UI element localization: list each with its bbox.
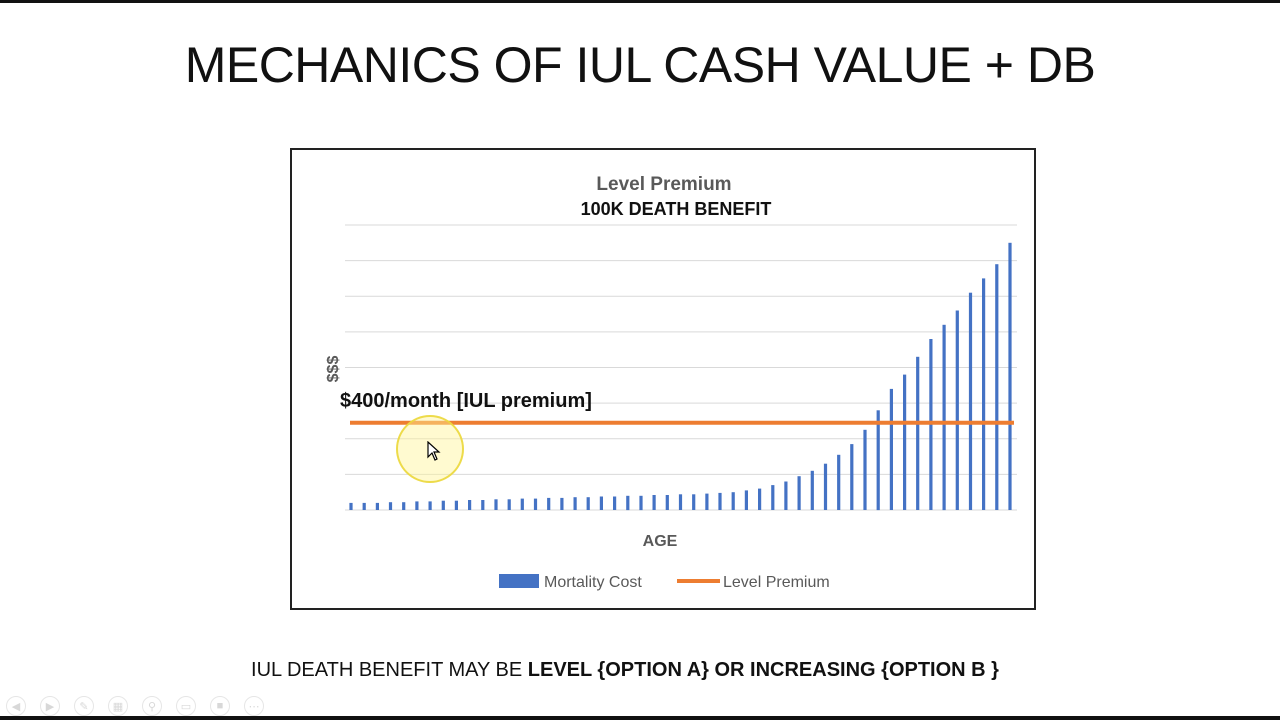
mortality-cost-bar xyxy=(968,292,973,510)
mortality-cost-bar xyxy=(494,499,498,510)
footer-caption-bold: LEVEL {OPTION A} OR INCREASING {OPTION B… xyxy=(527,659,999,681)
mortality-cost-bar xyxy=(758,488,762,510)
mortality-chart: Level Premium 100K DEATH BENEFIT $$$ $40… xyxy=(325,174,1017,591)
mortality-cost-bar xyxy=(705,493,709,510)
slides-grid-icon[interactable]: ▦ xyxy=(108,696,128,716)
previous-slide-icon[interactable]: ◀ xyxy=(6,696,26,716)
mortality-cost-bar xyxy=(507,499,511,510)
mortality-cost-bar xyxy=(454,500,458,510)
more-options-icon[interactable]: ⋯ xyxy=(244,696,264,716)
chart-legend: Mortality Cost Level Premium xyxy=(499,574,830,591)
mortality-cost-bar xyxy=(995,264,999,510)
x-axis-label: AGE xyxy=(643,533,678,550)
mortality-cost-bar xyxy=(876,410,880,511)
mortality-cost-bar xyxy=(850,444,854,510)
chart-subtitle: 100K DEATH BENEFIT xyxy=(581,199,772,219)
mortality-cost-bar xyxy=(837,454,841,510)
mortality-cost-bar xyxy=(428,501,432,510)
mouse-pointer-icon xyxy=(427,441,441,461)
mortality-cost-bar xyxy=(863,429,867,510)
mortality-cost-bar xyxy=(955,310,959,510)
y-axis-label: $$$ xyxy=(325,356,342,383)
mortality-cost-bar xyxy=(468,500,472,510)
mortality-cost-bar xyxy=(718,492,722,510)
mortality-cost-bar xyxy=(784,481,788,510)
mortality-cost-bar xyxy=(744,490,748,510)
mortality-cost-bar xyxy=(665,495,669,510)
zoom-icon[interactable]: ⚲ xyxy=(142,696,162,716)
legend-label-level-premium: Level Premium xyxy=(723,574,830,591)
subtitles-icon[interactable]: ▭ xyxy=(176,696,196,716)
legend-label-mortality-cost: Mortality Cost xyxy=(544,574,642,591)
mortality-cost-bar xyxy=(573,497,577,510)
mortality-cost-bar xyxy=(613,496,617,510)
bottom-border xyxy=(0,716,1280,720)
mortality-cost-bar xyxy=(678,494,683,510)
mortality-cost-bar xyxy=(560,497,564,510)
legend-swatch-mortality-cost xyxy=(499,574,539,588)
mortality-cost-bar xyxy=(441,500,445,510)
mortality-cost-bar xyxy=(402,502,406,510)
mortality-cost-bar xyxy=(916,356,920,510)
mortality-cost-bar xyxy=(415,501,419,510)
mortality-cost-bar xyxy=(692,494,696,510)
mortality-cost-bar xyxy=(362,502,366,510)
next-slide-icon[interactable]: ▶ xyxy=(40,696,60,716)
slideshow-controls: ◀ ▶ ✎ ▦ ⚲ ▭ ■ ⋯ xyxy=(6,695,264,717)
mortality-cost-bar xyxy=(797,476,801,510)
mortality-cost-bar xyxy=(731,492,735,510)
chart-frame: Level Premium 100K DEATH BENEFIT $$$ $40… xyxy=(290,148,1036,610)
mortality-cost-bar xyxy=(349,502,353,510)
mortality-cost-bar xyxy=(810,470,814,510)
mortality-cost-bar xyxy=(626,495,630,511)
mortality-cost-bar xyxy=(388,502,393,510)
mortality-cost-bar xyxy=(903,374,907,510)
mortality-cost-bar xyxy=(533,498,538,510)
mortality-cost-bars xyxy=(349,242,1012,511)
pen-icon[interactable]: ✎ xyxy=(74,696,94,716)
premium-annotation: $400/month [IUL premium] xyxy=(340,390,592,412)
mortality-cost-bar xyxy=(889,388,893,510)
mortality-cost-bar xyxy=(942,324,946,511)
slide-title: MECHANICS OF IUL CASH VALUE + DB xyxy=(184,37,1096,93)
mortality-cost-bar xyxy=(481,500,485,510)
mortality-cost-bar xyxy=(982,278,986,510)
video-off-icon[interactable]: ■ xyxy=(210,696,230,716)
top-border xyxy=(0,0,1280,3)
footer-caption: IUL DEATH BENEFIT MAY BE LEVEL {OPTION A… xyxy=(0,659,1250,682)
mortality-cost-bar xyxy=(547,497,551,510)
footer-caption-prefix: IUL DEATH BENEFIT MAY BE xyxy=(251,659,528,681)
mortality-cost-bar xyxy=(1008,242,1012,511)
mortality-cost-bar xyxy=(639,495,643,511)
mortality-cost-bar xyxy=(520,498,524,510)
mortality-cost-bar xyxy=(586,497,590,510)
mortality-cost-bar xyxy=(652,495,656,510)
mortality-cost-bar xyxy=(375,502,379,510)
mortality-cost-bar xyxy=(599,496,603,510)
mortality-cost-bar xyxy=(823,463,828,510)
chart-title: Level Premium xyxy=(596,174,731,195)
mortality-cost-bar xyxy=(771,485,775,510)
